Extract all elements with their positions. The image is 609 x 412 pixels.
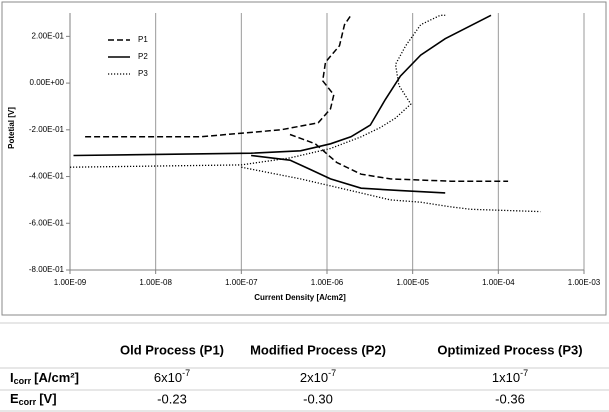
row-symbol: E (10, 391, 19, 406)
legend-label: P2 (138, 52, 148, 61)
row-unit: [V] (39, 391, 56, 406)
cell-exponent: -7 (182, 368, 190, 378)
table-cell: 1x10-7 (492, 368, 528, 385)
legend-label: P3 (138, 69, 148, 78)
cell-base: 6x10 (154, 370, 182, 385)
column-header: Old Process (P1) (120, 342, 224, 357)
column-header: Optimized Process (P3) (437, 342, 582, 357)
row-header: Ecorr [V] (10, 391, 57, 407)
series-line (73, 14, 492, 194)
y-tick-label: -4.00E-01 (29, 172, 65, 181)
table-cell: -0.23 (157, 391, 187, 406)
y-tick-label: -2.00E-01 (29, 125, 65, 134)
chart: 1.00E-09 1.00E-08 1.00E-07 1.00E-06 1.00E-05… (29, 13, 601, 287)
y-axis-label: Potetial [V] (7, 107, 16, 149)
row-unit: [A/cm²] (34, 370, 79, 385)
x-tick-label: 1.00E-07 (225, 278, 258, 287)
x-tick-label: 1.00E-03 (568, 278, 601, 287)
y-tick-label: 0.00E+00 (30, 78, 65, 87)
x-tick-label: 1.00E-06 (311, 278, 344, 287)
table-cell: 6x10-7 (154, 368, 190, 385)
row-symbol: I (10, 370, 14, 385)
cell-exponent: -7 (520, 368, 528, 378)
x-tick-label: 1.00E-08 (139, 278, 172, 287)
series-line (70, 14, 541, 213)
row-subscript: corr (14, 376, 32, 386)
x-tick-label: 1.00E-09 (54, 278, 87, 287)
y-tick-label: -8.00E-01 (29, 265, 65, 274)
x-tick-label: 1.00E-04 (482, 278, 515, 287)
column-header: Modified Process (P2) (250, 342, 386, 357)
cell-base: 1x10 (492, 370, 520, 385)
row-header: Icorr [A/cm²] (10, 370, 79, 386)
cell-exponent: -7 (328, 368, 336, 378)
chart-frame (1, 1, 607, 316)
x-tick-label: 1.00E-05 (396, 278, 429, 287)
x-axis-label: Current Density [A/cm2] (254, 293, 346, 302)
table-cell: -0.36 (495, 391, 525, 406)
row-subscript: corr (19, 397, 37, 407)
y-tick-label: 2.00E-01 (32, 31, 65, 40)
series-line (85, 14, 509, 182)
legend-label: P1 (138, 35, 148, 44)
cell-base: 2x10 (300, 370, 328, 385)
table-cell: -0.30 (303, 391, 333, 406)
table: Old Process (P1) Modified Process (P2) O… (0, 322, 609, 412)
plot-area (70, 14, 541, 213)
y-tick-label: -6.00E-01 (29, 218, 65, 227)
table-cell: 2x10-7 (300, 368, 336, 385)
